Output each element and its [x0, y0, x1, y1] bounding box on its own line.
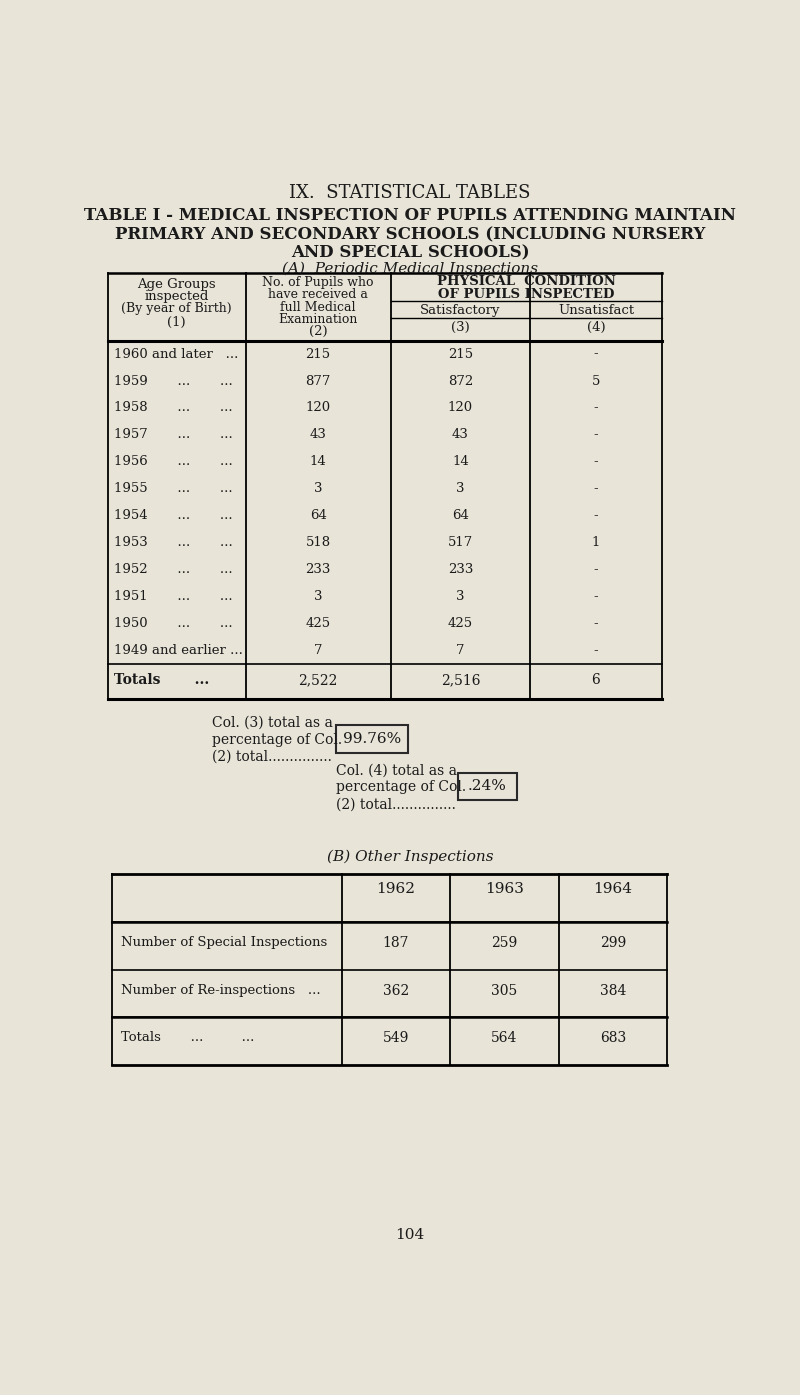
Text: (2) total...............: (2) total...............: [336, 798, 456, 812]
Text: 683: 683: [600, 1031, 626, 1045]
Text: 7: 7: [456, 644, 465, 657]
Text: 549: 549: [383, 1031, 410, 1045]
Text: 43: 43: [310, 428, 326, 441]
Text: 64: 64: [452, 509, 469, 522]
Text: (B) Other Inspections: (B) Other Inspections: [326, 850, 494, 864]
Text: 1955       ...       ...: 1955 ... ...: [114, 483, 233, 495]
Text: 7: 7: [314, 644, 322, 657]
Text: 14: 14: [310, 455, 326, 469]
Text: 1950       ...       ...: 1950 ... ...: [114, 617, 233, 631]
Text: TABLE I - MEDICAL INSPECTION OF PUPILS ATTENDING MAINTAIN: TABLE I - MEDICAL INSPECTION OF PUPILS A…: [84, 208, 736, 225]
Text: 215: 215: [306, 347, 330, 360]
Text: 362: 362: [383, 983, 409, 997]
Text: 517: 517: [448, 536, 473, 550]
Text: 877: 877: [306, 374, 331, 388]
Text: 299: 299: [600, 936, 626, 950]
Text: 305: 305: [491, 983, 518, 997]
Text: (A)  Periodic Medical Inspections: (A) Periodic Medical Inspections: [282, 261, 538, 276]
Text: OF PUPILS INSPECTED: OF PUPILS INSPECTED: [438, 287, 614, 300]
Text: 1954       ...       ...: 1954 ... ...: [114, 509, 233, 522]
Text: 384: 384: [600, 983, 626, 997]
Text: 14: 14: [452, 455, 469, 469]
Text: 1951       ...       ...: 1951 ... ...: [114, 590, 233, 603]
Text: (3): (3): [451, 321, 470, 335]
Bar: [458, 773, 517, 801]
Text: 3: 3: [456, 483, 465, 495]
Text: 99.76%: 99.76%: [343, 732, 401, 746]
Text: 1964: 1964: [594, 882, 633, 896]
Text: 1956       ...       ...: 1956 ... ...: [114, 455, 233, 469]
Text: 1952       ...       ...: 1952 ... ...: [114, 564, 233, 576]
Text: 1957       ...       ...: 1957 ... ...: [114, 428, 233, 441]
Text: full Medical: full Medical: [281, 300, 356, 314]
Text: (By year of Birth): (By year of Birth): [122, 303, 232, 315]
Text: IX.  STATISTICAL TABLES: IX. STATISTICAL TABLES: [290, 184, 530, 202]
Text: (1): (1): [167, 317, 186, 329]
Text: 3: 3: [314, 590, 322, 603]
Text: 120: 120: [306, 402, 330, 414]
Text: 2,522: 2,522: [298, 674, 338, 688]
Text: 3: 3: [314, 483, 322, 495]
Text: -: -: [594, 590, 598, 603]
Text: 187: 187: [383, 936, 410, 950]
Text: -: -: [594, 509, 598, 522]
Text: AND SPECIAL SCHOOLS): AND SPECIAL SCHOOLS): [290, 244, 530, 261]
Text: -: -: [594, 617, 598, 631]
Text: -: -: [594, 455, 598, 469]
Text: (2): (2): [309, 325, 327, 338]
Text: percentage of Col.: percentage of Col.: [336, 780, 466, 794]
Text: 259: 259: [491, 936, 518, 950]
Text: 1959       ...       ...: 1959 ... ...: [114, 374, 233, 388]
Text: 5: 5: [592, 374, 600, 388]
Text: Examination: Examination: [278, 312, 358, 326]
Text: 1: 1: [592, 536, 600, 550]
Text: 3: 3: [456, 590, 465, 603]
Text: 215: 215: [448, 347, 473, 360]
Text: No. of Pupils who: No. of Pupils who: [262, 276, 374, 289]
Text: PRIMARY AND SECONDARY SCHOOLS (INCLUDING NURSERY: PRIMARY AND SECONDARY SCHOOLS (INCLUDING…: [115, 226, 705, 243]
Text: 518: 518: [306, 536, 330, 550]
Text: Age Groups: Age Groups: [138, 278, 216, 290]
Text: Totals       ...: Totals ...: [114, 674, 210, 688]
Text: 1958       ...       ...: 1958 ... ...: [114, 402, 233, 414]
Text: 564: 564: [491, 1031, 518, 1045]
Text: 2,516: 2,516: [441, 674, 480, 688]
Text: -: -: [594, 347, 598, 360]
Text: 120: 120: [448, 402, 473, 414]
Text: Satisfactory: Satisfactory: [420, 304, 501, 317]
Text: 233: 233: [448, 564, 473, 576]
Bar: [336, 725, 408, 752]
Text: .24%: .24%: [468, 780, 507, 794]
Text: 233: 233: [306, 564, 331, 576]
Text: 43: 43: [452, 428, 469, 441]
Text: 1963: 1963: [485, 882, 524, 896]
Text: 425: 425: [448, 617, 473, 631]
Text: 872: 872: [448, 374, 473, 388]
Text: 1953       ...       ...: 1953 ... ...: [114, 536, 233, 550]
Text: -: -: [594, 402, 598, 414]
Text: 104: 104: [395, 1229, 425, 1243]
Text: 1962: 1962: [377, 882, 415, 896]
Text: -: -: [594, 644, 598, 657]
Text: (4): (4): [586, 321, 606, 335]
Text: Totals       ...         ...: Totals ... ...: [121, 1031, 254, 1045]
Text: 1949 and earlier ...: 1949 and earlier ...: [114, 644, 243, 657]
Text: PHYSICAL  CONDITION: PHYSICAL CONDITION: [437, 275, 616, 289]
Text: Col. (3) total as a: Col. (3) total as a: [212, 716, 334, 730]
Text: 425: 425: [306, 617, 330, 631]
Text: have received a: have received a: [268, 289, 368, 301]
Text: -: -: [594, 428, 598, 441]
Text: Number of Special Inspections: Number of Special Inspections: [121, 936, 327, 949]
Text: Unsatisfact: Unsatisfact: [558, 304, 634, 317]
Text: 6: 6: [592, 674, 600, 688]
Text: inspected: inspected: [145, 290, 209, 303]
Text: -: -: [594, 564, 598, 576]
Text: percentage of Col.: percentage of Col.: [212, 732, 342, 746]
Text: (2) total...............: (2) total...............: [212, 749, 332, 763]
Text: -: -: [594, 483, 598, 495]
Text: 1960 and later   ...: 1960 and later ...: [114, 347, 238, 360]
Text: Col. (4) total as a: Col. (4) total as a: [336, 763, 458, 777]
Text: 64: 64: [310, 509, 326, 522]
Text: Number of Re-inspections   ...: Number of Re-inspections ...: [121, 983, 321, 996]
